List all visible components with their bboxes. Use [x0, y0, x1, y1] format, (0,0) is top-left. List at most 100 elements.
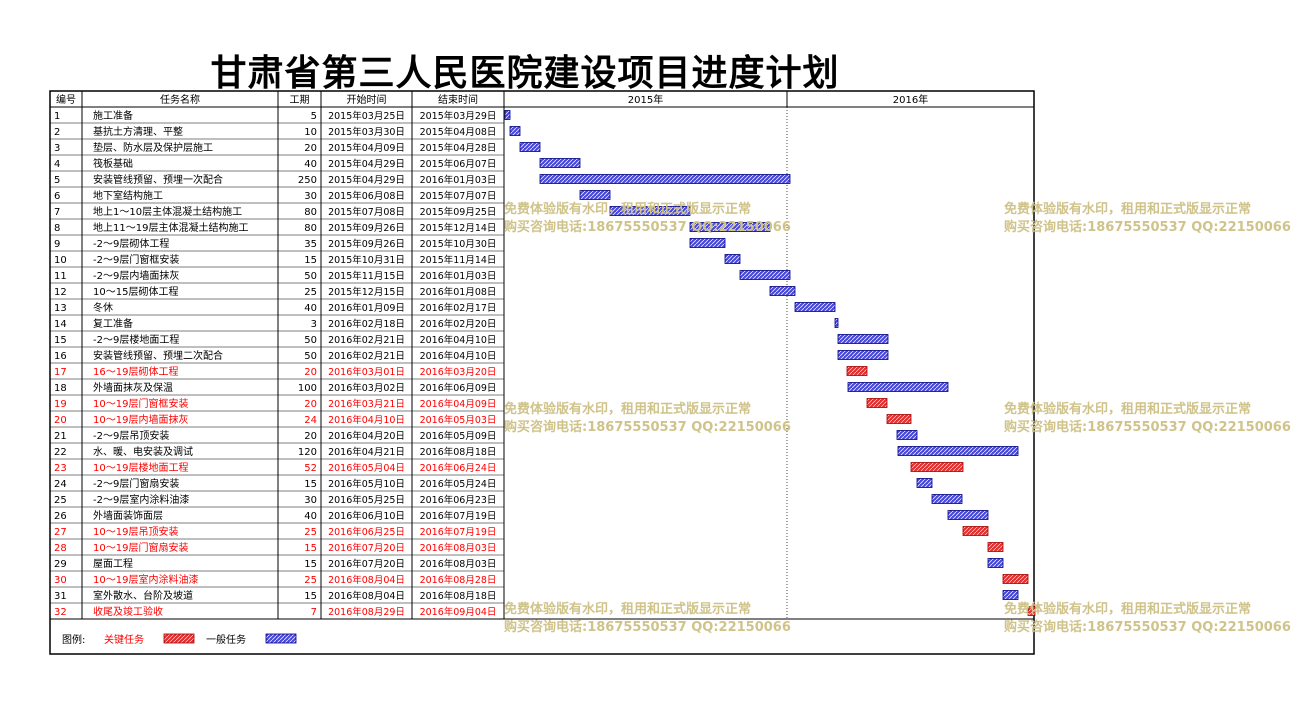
- legend-label: 图例:: [62, 633, 85, 646]
- normal-task-bar: [794, 302, 836, 312]
- task-name: 外墙面装饰面层: [93, 509, 163, 522]
- task-end: 2016年09月04日: [420, 606, 497, 618]
- task-start: 2015年09月26日: [328, 238, 405, 250]
- normal-task-bar: [724, 254, 741, 264]
- table-row: 7 地上1～10层主体混凝土结构施工 80 2015年07月08日 2015年09月25…: [54, 205, 496, 218]
- task-duration: 80: [304, 223, 317, 234]
- normal-task-bar: [689, 238, 726, 248]
- table-row: 28 10～19层门窗扇安装 15 2016年07月20日 2016年08月03日: [54, 541, 496, 554]
- task-end: 2016年07月19日: [420, 526, 497, 538]
- task-end: 2015年04月28日: [420, 142, 497, 154]
- critical-task-bar: [962, 526, 989, 536]
- table-row: 25 -2～9层室内涂料油漆 30 2016年05月25日 2016年06月23日: [54, 493, 496, 506]
- task-id: 32: [54, 607, 67, 618]
- task-end: 2016年05月24日: [420, 478, 497, 490]
- task-name: 安装管线预留、预埋二次配合: [93, 349, 223, 362]
- task-start: 2016年04月21日: [328, 446, 405, 458]
- task-id: 14: [54, 319, 67, 330]
- normal-task-bar: [987, 558, 1004, 568]
- table-row: 27 10～19层吊顶安装 25 2016年06月25日 2016年07月19日: [54, 525, 496, 538]
- task-name: 地下室结构施工: [93, 189, 163, 202]
- table-row: 15 -2～9层楼地面工程 50 2016年02月21日 2016年04月10日: [54, 333, 496, 346]
- task-name: 10～19层门窗框安装: [93, 397, 188, 410]
- task-name: 复工准备: [93, 317, 133, 330]
- task-duration: 10: [304, 127, 317, 138]
- task-id: 16: [54, 351, 67, 362]
- task-start: 2015年03月25日: [328, 110, 405, 122]
- task-id: 29: [54, 559, 67, 570]
- task-id: 8: [54, 223, 60, 234]
- task-start: 2016年04月10日: [328, 414, 405, 426]
- task-end: 2015年09月25日: [420, 206, 497, 218]
- task-duration: 40: [304, 511, 317, 522]
- task-end: 2016年04月10日: [420, 350, 497, 362]
- task-name: 10～19层内墙面抹灰: [93, 413, 188, 426]
- task-duration: 20: [304, 367, 317, 378]
- normal-task-bar: [1002, 590, 1019, 600]
- task-start: 2016年08月04日: [328, 590, 405, 602]
- table-row: 14 复工准备 3 2016年02月18日 2016年02月20日: [54, 317, 496, 330]
- task-duration: 7: [311, 607, 317, 618]
- task-start: 2015年04月29日: [328, 174, 405, 186]
- task-duration: 30: [304, 495, 317, 506]
- task-id: 13: [54, 303, 67, 314]
- critical-task-bar: [910, 462, 964, 472]
- table-row: 31 室外散水、台阶及坡道 15 2016年08月04日 2016年08月18日: [54, 589, 496, 602]
- task-duration: 50: [304, 271, 317, 282]
- task-end: 2016年08月03日: [420, 558, 497, 570]
- critical-task-bar: [1027, 606, 1036, 616]
- task-duration: 40: [304, 303, 317, 314]
- normal-task-bar: [847, 382, 949, 392]
- column-header: 任务名称: [160, 93, 200, 106]
- table-row: 18 外墙面抹灰及保温 100 2016年03月02日 2016年06月09日: [54, 381, 496, 394]
- year-label: 2015年: [628, 93, 663, 106]
- legend-critical-swatch: [163, 633, 195, 644]
- normal-task-bar: [916, 478, 933, 488]
- task-id: 19: [54, 399, 67, 410]
- task-id: 5: [54, 175, 60, 186]
- task-start: 2016年07月20日: [328, 558, 405, 570]
- task-name: -2～9层门窗框安装: [93, 253, 179, 266]
- table-row: 16 安装管线预留、预埋二次配合 50 2016年02月21日 2016年04月10日: [54, 349, 496, 362]
- normal-task-bar: [579, 190, 611, 200]
- task-duration: 35: [304, 239, 317, 250]
- task-start: 2016年08月29日: [328, 606, 405, 618]
- task-start: 2016年04月20日: [328, 430, 405, 442]
- task-start: 2015年09月26日: [328, 222, 405, 234]
- task-end: 2016年04月09日: [420, 398, 497, 410]
- table-row: 8 地上11～19层主体混凝土结构施工 80 2015年09月26日 2015年12月1…: [54, 221, 496, 234]
- task-start: 2016年05月25日: [328, 494, 405, 506]
- task-bars: [504, 110, 1036, 616]
- task-name: 安装管线预留、预埋一次配合: [93, 173, 223, 186]
- normal-task-bar: [834, 318, 839, 328]
- task-end: 2015年10月30日: [420, 238, 497, 250]
- normal-task-bar: [539, 158, 581, 168]
- task-name: 施工准备: [93, 109, 133, 122]
- critical-task-bar: [987, 542, 1004, 552]
- table-row: 12 10～15层砌体工程 25 2015年12月15日 2016年01月08日: [54, 286, 496, 298]
- task-duration: 50: [304, 351, 317, 362]
- table-row: 30 10～19层室内涂料油漆 25 2016年08月04日 2016年08月28日: [54, 573, 496, 586]
- column-header: 编号: [56, 93, 76, 106]
- table-row: 24 -2～9层门窗扇安装 15 2016年05月10日 2016年05月24日: [54, 477, 496, 490]
- task-start: 2015年07月08日: [328, 206, 405, 218]
- task-id: 4: [54, 159, 60, 170]
- task-end: 2016年02月20日: [420, 318, 497, 330]
- task-end: 2016年01月03日: [420, 270, 497, 282]
- task-duration: 100: [298, 383, 317, 394]
- task-id: 18: [54, 383, 67, 394]
- chart-title: 甘肃省第三人民医院建设项目进度计划: [210, 52, 840, 94]
- table-row: 22 水、暖、电安装及调试 120 2016年04月21日 2016年08月18日: [54, 445, 496, 458]
- task-end: 2016年06月09日: [420, 382, 497, 394]
- table-row: 23 10～19层楼地面工程 52 2016年05月04日 2016年06月24日: [54, 461, 496, 474]
- task-start: 2016年02月21日: [328, 334, 405, 346]
- task-start: 2016年02月21日: [328, 350, 405, 362]
- task-name: 垫层、防水层及保护层施工: [93, 141, 213, 154]
- task-duration: 20: [304, 143, 317, 154]
- normal-task-bar: [504, 110, 511, 120]
- column-header: 工期: [290, 94, 310, 106]
- task-id: 7: [54, 207, 60, 218]
- task-duration: 30: [304, 191, 317, 202]
- task-duration: 80: [304, 207, 317, 218]
- task-duration: 24: [304, 415, 317, 426]
